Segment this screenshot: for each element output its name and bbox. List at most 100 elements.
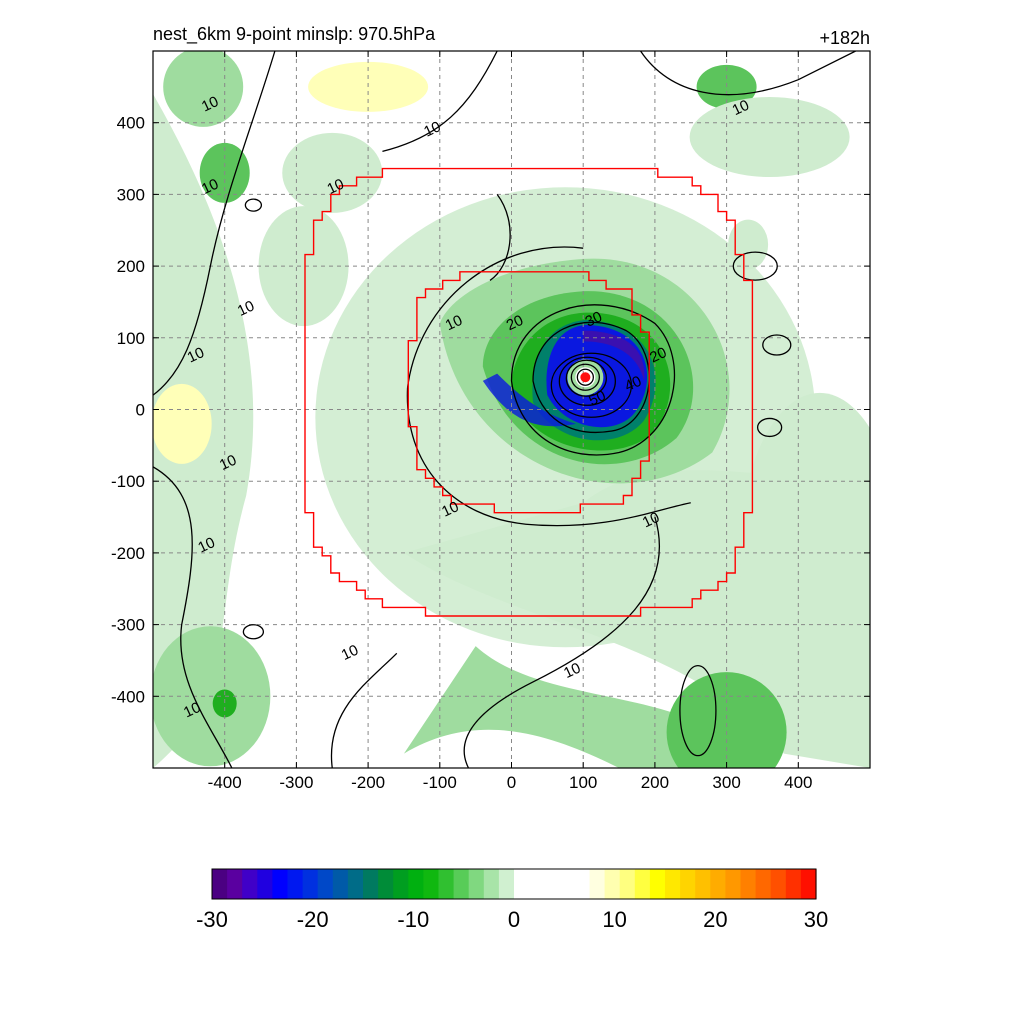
contour-label: 10 xyxy=(561,660,583,682)
x-tick-label: 0 xyxy=(507,773,516,792)
contour-label: 20 xyxy=(504,312,526,334)
colorbar-swatch xyxy=(695,869,711,899)
colorbar-swatch xyxy=(589,869,606,899)
contour-10-southwest xyxy=(153,466,233,768)
colorbar-swatch xyxy=(559,869,575,899)
colorbar-swatch xyxy=(604,869,621,899)
colorbar-swatch xyxy=(665,869,681,899)
contour-label: 10 xyxy=(199,93,221,115)
colorbar-tick-label: 10 xyxy=(602,907,626,932)
colorbar-swatch xyxy=(408,869,424,899)
contour-label: 40 xyxy=(622,373,644,395)
forecast-hour: +182h xyxy=(819,28,870,48)
y-tick-label: -100 xyxy=(111,472,145,491)
contour-label: 10 xyxy=(217,452,239,474)
colorbar-tick-label: 30 xyxy=(804,907,828,932)
fill-inner-arm xyxy=(482,373,577,427)
y-tick-label: 0 xyxy=(136,401,145,420)
colorbar-swatch xyxy=(423,869,440,899)
contour-small-6 xyxy=(679,664,717,757)
contour-label: 10 xyxy=(339,642,361,664)
colorbar-swatch xyxy=(317,869,334,899)
y-tick-label: 200 xyxy=(117,257,145,276)
y-tick-label: -300 xyxy=(111,616,145,635)
colorbar-swatch xyxy=(755,869,772,899)
outer-nest-boundary xyxy=(304,167,754,617)
colorbar: -30 -20 -10 0 10 20 30 xyxy=(196,868,828,932)
colorbar-swatch xyxy=(800,869,817,899)
axis-ticks: -400 -300 -200 -100 0 100 200 300 40040030020010… xyxy=(111,51,870,792)
colorbar-swatch xyxy=(242,869,258,899)
colorbar-swatch xyxy=(378,869,394,899)
colorbar-tick-label: 0 xyxy=(508,907,520,932)
colorbar-swatch xyxy=(393,869,409,899)
y-tick-label: 300 xyxy=(117,185,145,204)
contour-label: 10 xyxy=(235,297,257,319)
contour-label: 50 xyxy=(586,387,608,409)
fill-ne-band xyxy=(689,97,850,178)
colorbar-swatch xyxy=(468,869,485,899)
colorbar-swatch xyxy=(680,869,696,899)
contour-label: 10 xyxy=(730,97,752,119)
contour-eye-1 xyxy=(576,368,595,386)
contour-10-northeast xyxy=(640,51,856,96)
colorbar-swatch xyxy=(483,869,500,899)
colorbar-swatch xyxy=(740,869,757,899)
colorbar-swatch xyxy=(574,869,591,899)
contour-label: 10 xyxy=(421,118,443,140)
contour-label: 10 xyxy=(324,176,346,198)
contour-20 xyxy=(510,304,676,456)
colorbar-swatch xyxy=(514,869,530,899)
contour-label: 10 xyxy=(640,509,662,531)
contour-label: 10 xyxy=(195,534,217,556)
inner-nest-boundary xyxy=(407,271,650,514)
y-tick-label: 100 xyxy=(117,329,145,348)
contour-eye-3 xyxy=(565,359,608,397)
x-tick-label: -300 xyxy=(279,773,313,792)
contour-label: 20 xyxy=(647,344,669,366)
contour-10-west xyxy=(153,51,276,396)
colorbar-swatch xyxy=(649,869,666,899)
colorbar-swatch xyxy=(438,869,455,899)
contour-40 xyxy=(550,352,633,418)
x-tick-label: -400 xyxy=(208,773,242,792)
x-tick-label: 400 xyxy=(784,773,812,792)
fill-eyewall-violet xyxy=(583,330,645,381)
x-tick-label: -200 xyxy=(351,773,385,792)
contour-10-inner xyxy=(406,246,691,527)
x-tick-label: -100 xyxy=(423,773,457,792)
y-tick-label: -200 xyxy=(111,544,145,563)
contour-50 xyxy=(558,356,617,406)
fill-nw-patch xyxy=(258,206,349,327)
x-tick-label: 200 xyxy=(641,773,669,792)
colorbar-swatch xyxy=(725,869,742,899)
contour-label: 10 xyxy=(185,344,207,366)
colorbar-tick-label: -30 xyxy=(196,907,228,932)
nest-boundaries xyxy=(304,167,754,617)
colorbar-swatch xyxy=(498,869,515,899)
colorbar-swatch xyxy=(212,869,228,899)
colorbar-swatch xyxy=(302,869,319,899)
y-tick-label: 400 xyxy=(117,114,145,133)
colorbar-swatch xyxy=(453,869,470,899)
contour-small-3 xyxy=(756,417,783,438)
colorbar-swatch xyxy=(363,869,379,899)
colorbar-tick-label: -10 xyxy=(397,907,429,932)
colorbar-swatch xyxy=(287,869,304,899)
colorbar-swatch xyxy=(785,869,802,899)
colorbar-swatch xyxy=(634,869,651,899)
colorbar-swatch xyxy=(272,869,289,899)
colorbar-swatch xyxy=(770,869,787,899)
contour-small-4 xyxy=(242,624,265,640)
colorbar-swatch xyxy=(544,869,560,899)
colorbar-swatch xyxy=(332,869,349,899)
contour-label: 10 xyxy=(443,312,465,334)
colorbar-swatch xyxy=(257,869,273,899)
colorbar-frame xyxy=(211,868,817,900)
y-tick-label: -400 xyxy=(111,687,145,706)
fill-nw-corner xyxy=(163,51,244,127)
x-tick-label: 300 xyxy=(712,773,740,792)
